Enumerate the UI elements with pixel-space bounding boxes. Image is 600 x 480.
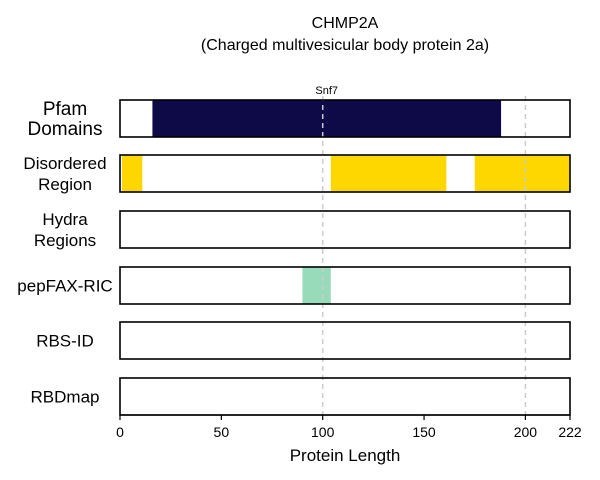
x-tick-label-1: 50: [214, 424, 230, 440]
track-label-line: Region: [38, 175, 92, 194]
track-1-segment-1: [330, 155, 447, 192]
track-border-2: [119, 210, 571, 249]
x-axis-label: Protein Length: [290, 446, 401, 465]
track-1: [120, 155, 570, 192]
track-1-segment-0: [122, 155, 143, 192]
track-border-1: [119, 154, 571, 193]
track-border-4: [119, 321, 571, 360]
track-label-2: Hydra Regions: [34, 210, 96, 250]
track-3: [120, 267, 570, 304]
plot-area: Pfam Domains Disordered Region Hydra Regions p…: [17, 85, 582, 440]
track-border-0: [119, 99, 571, 138]
domain-label-snf7: Snf7: [315, 85, 338, 97]
track-border-3: [119, 266, 571, 305]
track-background: [120, 267, 570, 304]
track-0-segment-0: [152, 100, 502, 137]
track-2: [120, 211, 570, 248]
chart-title: CHMP2A: [312, 15, 379, 32]
track-label-line: Regions: [34, 231, 96, 250]
track-label-3: pepFAX-RIC: [17, 276, 112, 295]
track-background: [120, 211, 570, 248]
track-label-1: Disordered Region: [23, 154, 106, 194]
track-label-line: RBDmap: [31, 387, 100, 406]
x-tick-label-5: 222: [558, 424, 582, 440]
track-label-line: Domains: [28, 119, 103, 140]
x-tick-label-4: 200: [514, 424, 538, 440]
track-label-0: Pfam Domains: [28, 99, 103, 140]
track-3-segment-0: [302, 267, 331, 304]
track-label-line: Pfam: [43, 99, 87, 120]
x-tick-label-2: 100: [311, 424, 335, 440]
track-4: [120, 322, 570, 359]
track-5: [120, 378, 570, 415]
track-label-line: pepFAX-RIC: [17, 276, 112, 295]
track-0: [120, 100, 570, 137]
track-label-line: Disordered: [23, 154, 106, 173]
track-label-line: RBS-ID: [36, 331, 94, 350]
track-background: [120, 322, 570, 359]
x-tick-label-0: 0: [116, 424, 124, 440]
track-label-line: Hydra: [42, 210, 88, 229]
track-label-5: RBDmap: [31, 387, 100, 406]
track-background: [120, 378, 570, 415]
track-label-4: RBS-ID: [36, 331, 94, 350]
chart-subtitle: (Charged multivesicular body protein 2a): [201, 37, 489, 54]
track-1-segment-2: [474, 155, 570, 192]
x-tick-label-3: 150: [412, 424, 436, 440]
